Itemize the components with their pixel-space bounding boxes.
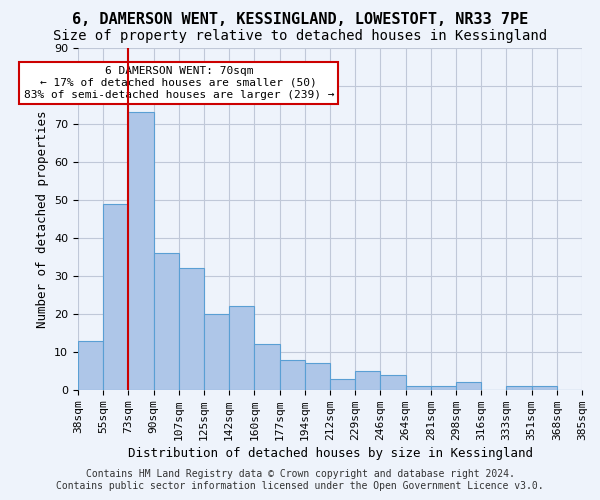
Text: Contains HM Land Registry data © Crown copyright and database right 2024.
Contai: Contains HM Land Registry data © Crown c… [56, 470, 544, 491]
Bar [330, 378, 355, 390]
Bar [456, 382, 481, 390]
Bar [280, 360, 305, 390]
Bar [431, 386, 456, 390]
Bar [229, 306, 254, 390]
Text: Size of property relative to detached houses in Kessingland: Size of property relative to detached ho… [53, 29, 547, 43]
Bar [204, 314, 229, 390]
X-axis label: Distribution of detached houses by size in Kessingland: Distribution of detached houses by size … [128, 447, 533, 460]
Bar [254, 344, 280, 390]
Bar [532, 386, 557, 390]
Bar [406, 386, 431, 390]
Bar [380, 375, 406, 390]
Bar [128, 112, 154, 390]
Bar [305, 364, 330, 390]
Bar [506, 386, 532, 390]
Bar [179, 268, 204, 390]
Bar [103, 204, 128, 390]
Bar [355, 371, 380, 390]
Bar [154, 253, 179, 390]
Text: 6 DAMERSON WENT: 70sqm
← 17% of detached houses are smaller (50)
83% of semi-det: 6 DAMERSON WENT: 70sqm ← 17% of detached… [23, 66, 334, 100]
Text: 6, DAMERSON WENT, KESSINGLAND, LOWESTOFT, NR33 7PE: 6, DAMERSON WENT, KESSINGLAND, LOWESTOFT… [72, 12, 528, 28]
Bar [78, 340, 103, 390]
Y-axis label: Number of detached properties: Number of detached properties [35, 110, 49, 328]
